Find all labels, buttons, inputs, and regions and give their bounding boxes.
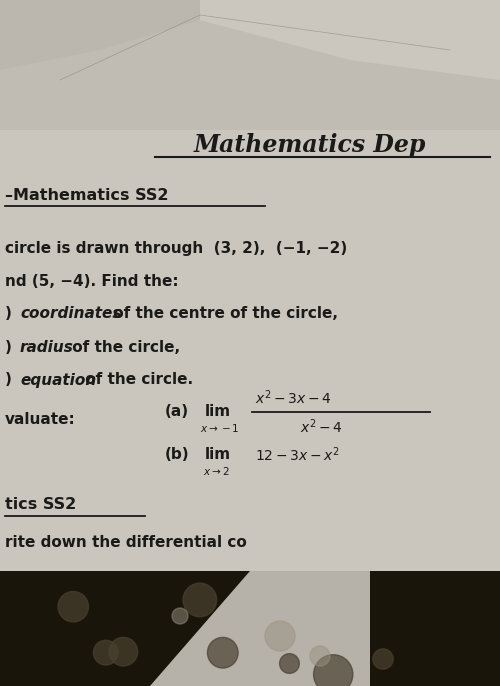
- Circle shape: [280, 654, 299, 674]
- Text: valuate:: valuate:: [5, 412, 76, 427]
- Polygon shape: [200, 0, 500, 80]
- FancyBboxPatch shape: [0, 0, 500, 130]
- Circle shape: [373, 649, 393, 670]
- Circle shape: [208, 637, 238, 668]
- Text: –Mathematics SS2: –Mathematics SS2: [5, 187, 168, 202]
- Text: Mathematics Dep: Mathematics Dep: [194, 133, 426, 157]
- Text: (b): (b): [165, 447, 190, 462]
- Text: ): ): [5, 340, 17, 355]
- Text: $x^2 - 4$: $x^2 - 4$: [300, 417, 343, 436]
- Circle shape: [314, 654, 353, 686]
- Text: rite down the differential co: rite down the differential co: [5, 535, 247, 550]
- Circle shape: [310, 646, 330, 666]
- Text: circle is drawn through  (3, 2),  (−1, −2): circle is drawn through (3, 2), (−1, −2): [5, 241, 347, 255]
- Text: lim: lim: [205, 404, 231, 419]
- Text: equation: equation: [20, 372, 96, 388]
- FancyBboxPatch shape: [0, 130, 500, 596]
- FancyBboxPatch shape: [0, 571, 500, 686]
- Text: $x \rightarrow 2$: $x \rightarrow 2$: [203, 464, 230, 477]
- Text: coordinates: coordinates: [20, 307, 122, 322]
- Text: tics SS2: tics SS2: [5, 497, 76, 512]
- Text: (a): (a): [165, 404, 189, 419]
- Text: $12 - 3x - x^2$: $12 - 3x - x^2$: [255, 445, 340, 464]
- Text: of the circle,: of the circle,: [67, 340, 180, 355]
- Polygon shape: [150, 571, 370, 686]
- Circle shape: [109, 637, 138, 666]
- Text: nd (5, −4). Find the:: nd (5, −4). Find the:: [5, 274, 178, 289]
- Circle shape: [58, 591, 88, 622]
- Circle shape: [183, 583, 216, 617]
- Circle shape: [265, 621, 295, 651]
- Text: of the circle.: of the circle.: [80, 372, 193, 388]
- Text: $x^2 - 3x - 4$: $x^2 - 3x - 4$: [255, 388, 332, 407]
- Text: of the centre of the circle,: of the centre of the circle,: [108, 307, 338, 322]
- Text: radius: radius: [20, 340, 74, 355]
- Text: lim: lim: [205, 447, 231, 462]
- Circle shape: [94, 640, 118, 665]
- Circle shape: [172, 608, 188, 624]
- Text: ): ): [5, 307, 17, 322]
- Polygon shape: [0, 0, 200, 70]
- Text: $x \rightarrow -1$: $x \rightarrow -1$: [200, 422, 239, 434]
- Text: ): ): [5, 372, 17, 388]
